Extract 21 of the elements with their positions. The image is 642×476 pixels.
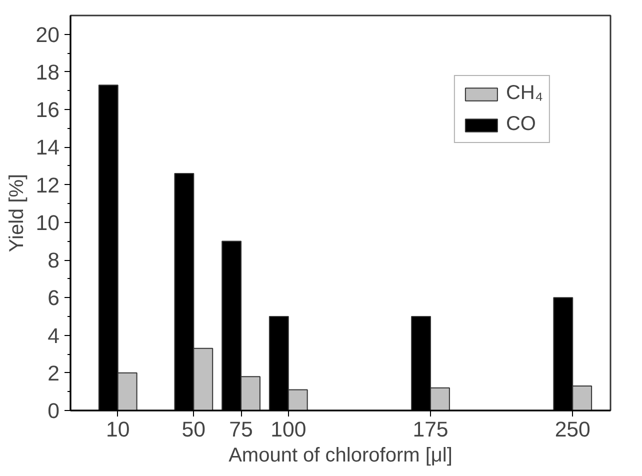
legend-label: CO <box>506 113 536 136</box>
y-tick-label: 0 <box>48 399 60 423</box>
x-tick-label: 175 <box>412 418 448 442</box>
x-tick-label: 10 <box>106 418 130 442</box>
x-tick-label: 250 <box>554 418 591 442</box>
x-axis-title: Amount of chloroform [μl] <box>228 444 452 466</box>
y-tick-label: 20 <box>36 22 60 47</box>
y-axis-title: Yield [%] <box>6 174 28 252</box>
y-tick-label: 6 <box>48 286 60 310</box>
x-tick-label: 100 <box>270 418 306 442</box>
y-tick-label: 4 <box>48 324 60 348</box>
y-tick-label: 18 <box>36 60 60 84</box>
y-tick-label: 12 <box>36 173 60 198</box>
y-tick-label: 2 <box>48 361 60 386</box>
y-tick-label: 10 <box>36 210 60 235</box>
y-tick-label: 14 <box>36 136 60 160</box>
x-tick-label: 75 <box>229 418 253 442</box>
x-tick-label: 50 <box>182 418 206 442</box>
y-tick-label: 16 <box>36 98 60 122</box>
y-tick-label: 8 <box>48 248 60 273</box>
legend-label: CH₄ <box>506 82 543 105</box>
